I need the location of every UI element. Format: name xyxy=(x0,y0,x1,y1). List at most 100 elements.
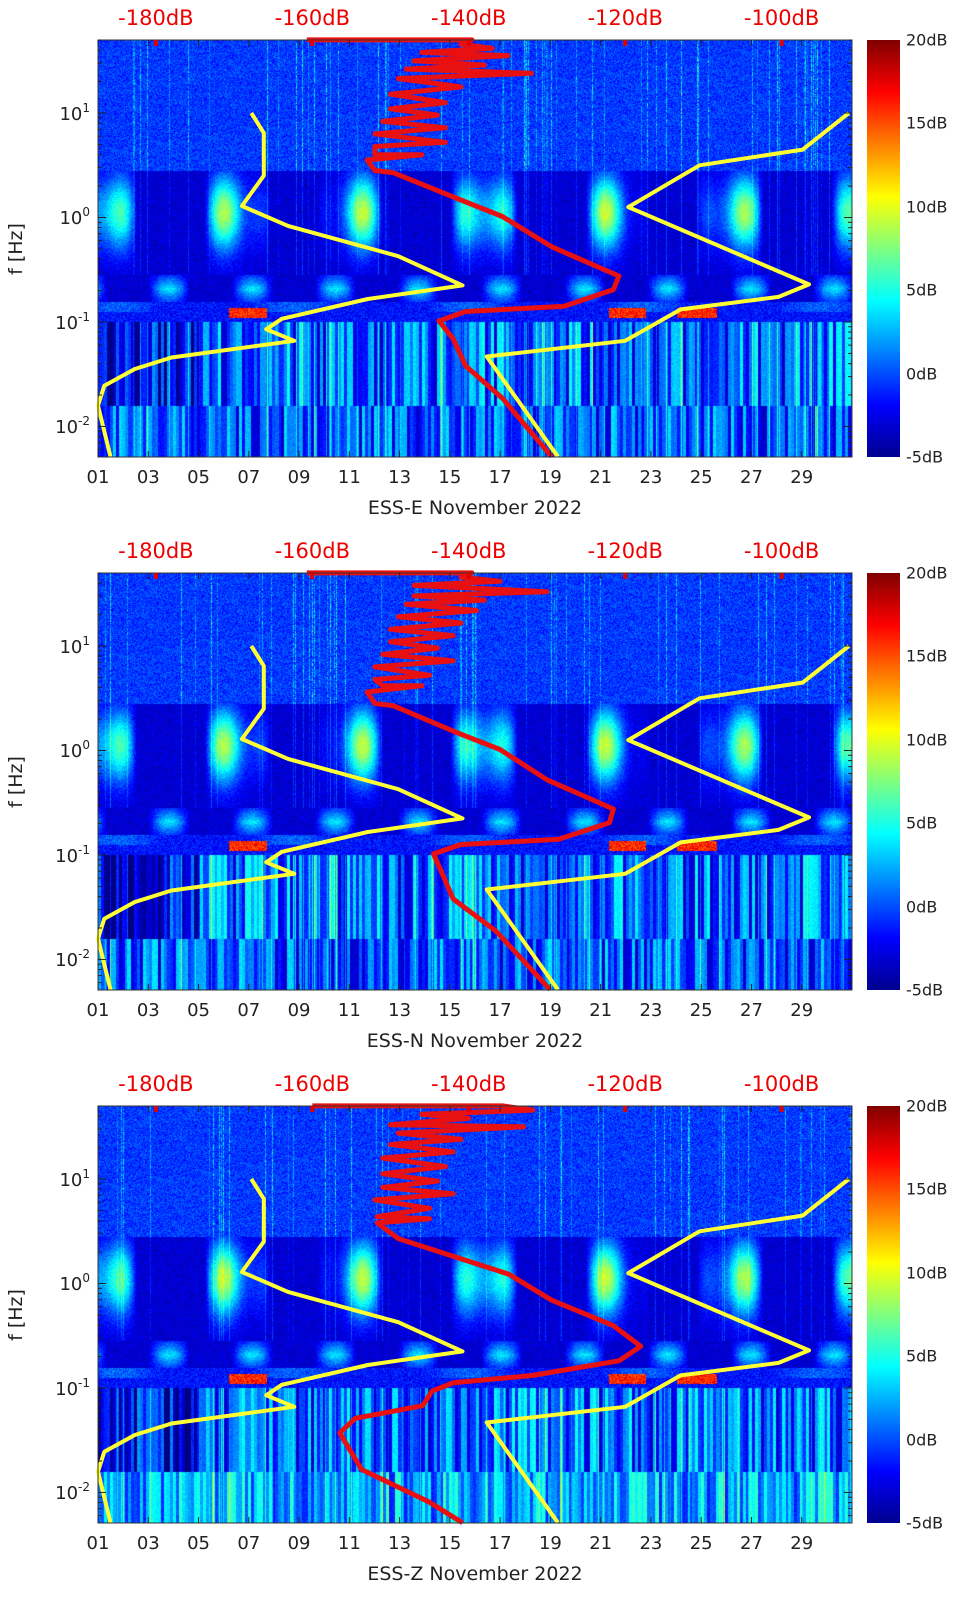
station-psd-curve xyxy=(306,37,622,459)
x-tick-label: 27 xyxy=(740,1533,763,1554)
top-axis-label: -100dB xyxy=(743,539,820,563)
top-axis-tick xyxy=(779,40,784,46)
top-axis-label: -180dB xyxy=(118,6,194,30)
top-axis-tick xyxy=(310,40,315,46)
top-axis-label: -180dB xyxy=(118,1072,194,1096)
x-tick-label: 15 xyxy=(438,1000,462,1021)
colorbar-label: 10dB xyxy=(906,730,948,750)
top-axis-label: -160dB xyxy=(274,6,350,30)
y-tick-label: 101 xyxy=(59,1167,90,1191)
low-noise-model-curve xyxy=(96,644,465,991)
y-tick-exponent: -2 xyxy=(78,947,90,962)
top-axis-label: -100dB xyxy=(743,1072,820,1096)
y-tick-exponent: 0 xyxy=(82,738,90,753)
x-tick-label: 05 xyxy=(187,1000,210,1021)
x-axis-title: ESS-N November 2022 xyxy=(366,1030,584,1052)
y-tick-label: 10-1 xyxy=(55,310,90,334)
x-tick-label: 11 xyxy=(337,1000,361,1021)
plot-overlay xyxy=(96,1103,853,1525)
x-tick-label: 21 xyxy=(589,467,613,488)
y-tick-base: 10 xyxy=(59,741,83,763)
plot-area xyxy=(96,1103,853,1525)
y-axis-title: f [Hz] xyxy=(4,756,27,808)
x-tick-label: 19 xyxy=(538,1533,562,1554)
x-tick-label: 15 xyxy=(438,467,462,488)
y-tick-base: 10 xyxy=(59,1170,83,1192)
y-tick-exponent: 0 xyxy=(82,1271,90,1286)
colorbar-label: 10dB xyxy=(906,197,948,217)
top-axis-tick xyxy=(623,40,628,46)
y-tick-label: 10-1 xyxy=(55,843,90,867)
y-tick-exponent: -1 xyxy=(78,842,90,857)
station-psd-curve xyxy=(306,570,616,992)
plot-overlay xyxy=(96,570,853,992)
top-axis-label: -160dB xyxy=(274,539,350,563)
colorbar-label: -5dB xyxy=(906,1513,944,1533)
y-tick-label: 100 xyxy=(59,738,90,762)
y-tick-exponent: -2 xyxy=(78,1480,90,1495)
colorbar-label: 15dB xyxy=(906,1179,948,1199)
x-tick-label: 05 xyxy=(187,467,210,488)
y-tick-exponent: -1 xyxy=(78,1375,90,1390)
y-tick-base: 10 xyxy=(55,312,79,334)
x-tick-label: 29 xyxy=(790,467,814,488)
colorbar-label: 0dB xyxy=(906,364,938,384)
spectrogram-panel: -180dB -160dB -140dB -120dB -100dB 01 03 05 07 09… xyxy=(0,1066,962,1599)
y-tick-exponent: -1 xyxy=(78,309,90,324)
colorbar xyxy=(867,1106,900,1523)
top-axis-tick xyxy=(153,1106,158,1112)
x-tick-label: 03 xyxy=(136,467,160,488)
colorbar-label: 10dB xyxy=(906,1263,948,1283)
x-tick-label: 07 xyxy=(237,467,261,488)
top-axis-tick xyxy=(153,573,158,579)
x-tick-label: 05 xyxy=(187,1533,210,1554)
x-tick-label: 09 xyxy=(287,467,311,488)
top-axis-label: -140dB xyxy=(431,1072,507,1096)
top-axis-tick xyxy=(466,40,471,46)
y-tick-base: 10 xyxy=(59,208,83,230)
y-tick-base: 10 xyxy=(59,637,83,659)
y-tick-label: 10-2 xyxy=(55,1480,90,1504)
x-tick-label: 25 xyxy=(689,467,713,488)
x-tick-label: 09 xyxy=(287,1000,311,1021)
x-tick-label: 21 xyxy=(589,1533,613,1554)
x-tick-label: 13 xyxy=(388,1000,412,1021)
x-tick-label: 01 xyxy=(86,1000,110,1021)
x-tick-label: 19 xyxy=(538,467,562,488)
y-tick-base: 10 xyxy=(55,845,79,867)
x-tick-label: 03 xyxy=(136,1533,160,1554)
x-axis-title: ESS-Z November 2022 xyxy=(367,1563,583,1585)
x-tick-label: 21 xyxy=(589,1000,613,1021)
spectrogram-panel: -180dB -160dB -140dB -120dB -100dB 01 03 05 07 09… xyxy=(0,533,962,1066)
plot-frame xyxy=(97,572,853,991)
high-noise-model-curve xyxy=(484,644,851,991)
colorbar-label: 0dB xyxy=(906,897,938,917)
x-tick-label: 07 xyxy=(237,1000,261,1021)
x-tick-label: 25 xyxy=(689,1000,713,1021)
top-axis-label: -140dB xyxy=(431,6,507,30)
colorbar-label: 15dB xyxy=(906,113,948,133)
colorbar-label: -5dB xyxy=(906,447,944,467)
top-axis-label: -140dB xyxy=(431,539,507,563)
y-tick-label: 100 xyxy=(59,205,90,229)
x-tick-label: 09 xyxy=(287,1533,311,1554)
y-tick-exponent: -2 xyxy=(78,414,90,429)
y-axis-title: f [Hz] xyxy=(4,1289,27,1341)
x-tick-label: 15 xyxy=(438,1533,462,1554)
x-tick-label: 17 xyxy=(488,1533,512,1554)
y-tick-base: 10 xyxy=(55,417,79,439)
top-axis-label: -120dB xyxy=(587,6,663,30)
x-tick-label: 11 xyxy=(337,467,361,488)
x-tick-label: 23 xyxy=(639,467,663,488)
plot-area xyxy=(96,37,853,459)
low-noise-model-curve xyxy=(96,1177,465,1524)
y-axis-title: f [Hz] xyxy=(4,223,27,275)
y-tick-label: 101 xyxy=(59,634,90,658)
y-tick-base: 10 xyxy=(55,950,79,972)
spectrogram-panel: -180dB -160dB -140dB -120dB -100dB 01 03 05 07 09… xyxy=(0,0,962,533)
top-axis-label: -160dB xyxy=(274,1072,350,1096)
x-tick-label: 27 xyxy=(740,467,763,488)
x-tick-label: 29 xyxy=(790,1000,814,1021)
top-axis-tick xyxy=(310,1106,315,1112)
y-tick-exponent: 1 xyxy=(82,1167,90,1182)
